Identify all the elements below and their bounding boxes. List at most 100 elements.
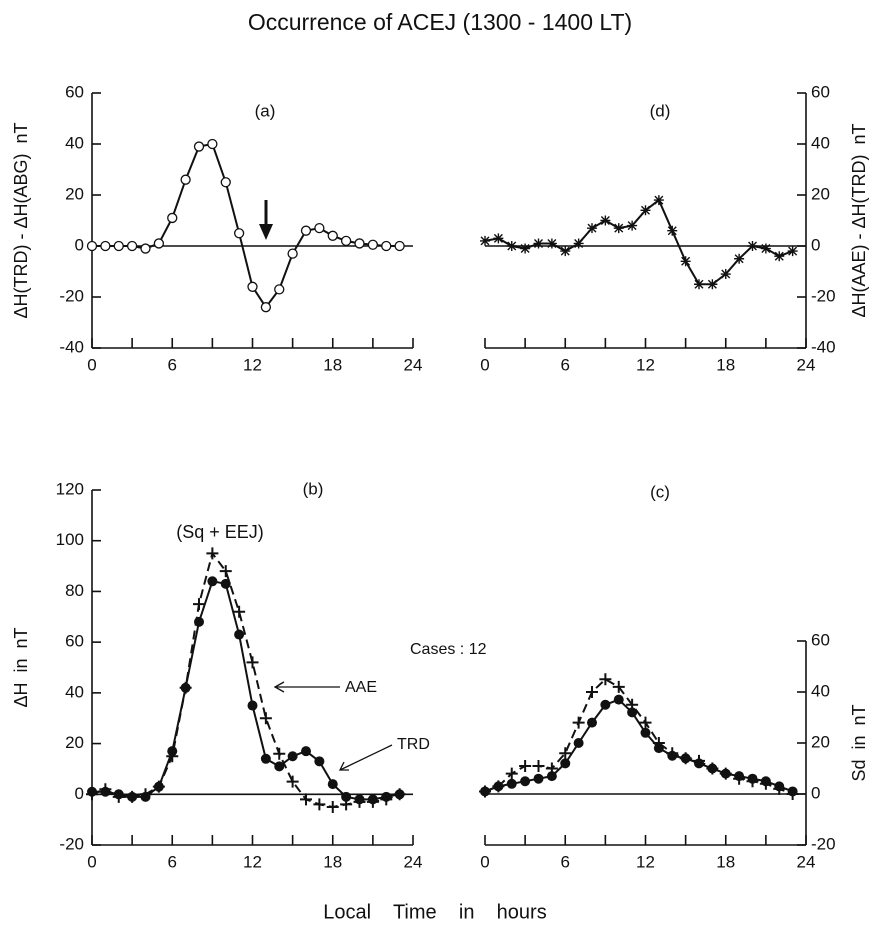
marker [532,759,545,772]
marker [653,743,664,754]
marker [287,248,298,259]
marker [326,800,339,813]
marker [774,251,785,262]
marker [314,756,325,767]
marker [86,240,98,252]
marker [113,240,124,252]
marker [720,269,731,280]
y-axis-label: ΔH(TRD) - ΔH(ABG) nT [11,122,31,318]
marker [180,174,191,185]
marker [519,759,532,772]
marker [774,781,785,792]
marker [613,223,624,234]
marker [694,279,704,290]
marker [640,727,651,738]
marker [787,246,798,257]
marker [233,605,246,618]
series-line [484,198,793,286]
y-tick-label: 80 [65,581,84,600]
x-tick-label: 24 [404,852,423,871]
y-tick-label: 0 [75,235,84,254]
x-axis-label: Local Time in hours [323,901,546,923]
series-line [92,142,400,309]
marker [367,794,378,805]
y-tick-label: -20 [59,834,84,853]
marker [381,240,392,252]
y-tick-label: 40 [811,681,830,700]
x-tick-label: 6 [561,355,570,374]
marker [694,758,704,769]
marker [573,738,584,748]
marker [720,768,731,779]
marker [559,747,572,760]
marker [260,302,272,313]
marker [220,578,231,589]
marker [87,786,97,797]
y-tick-label: 20 [65,733,84,752]
marker [274,761,285,772]
y-tick-label: 60 [65,82,84,101]
y-tick-label: -20 [811,286,836,305]
y-tick-label: 0 [75,784,84,803]
x-tick-label: 18 [323,355,342,374]
marker [533,773,544,784]
x-tick-label: 6 [561,852,570,871]
x-tick-label: 6 [168,355,177,374]
y-axis-label: ΔH(AAE) - ΔH(TRD) nT [849,123,869,317]
marker [546,238,557,249]
marker [286,775,299,788]
marker [327,779,338,790]
marker [113,789,124,800]
marker [493,233,504,244]
y-tick-label: 60 [811,630,830,649]
marker [560,758,571,769]
panel-label: (b) [303,479,324,498]
marker [153,238,165,249]
marker [520,776,531,787]
marker [493,781,504,792]
marker [747,773,758,784]
y-tick-label: 40 [65,133,84,152]
marker [546,771,557,782]
marker [707,279,718,290]
x-tick-label: 24 [404,355,423,374]
marker [680,256,691,267]
marker [734,253,745,264]
marker [381,791,392,802]
y-tick-label: 40 [65,682,84,701]
marker [260,753,271,764]
y-tick-label: 100 [56,530,84,549]
y-tick-label: -40 [59,337,84,356]
y-tick-label: 120 [56,479,84,498]
y-tick-label: -20 [59,286,84,305]
marker [234,629,245,640]
marker [680,753,691,764]
marker [560,246,571,257]
marker [572,716,585,729]
marker [127,791,138,802]
series-label: AAE [345,679,377,696]
marker [167,212,178,224]
marker [193,598,205,611]
y-tick-label: 0 [811,235,820,254]
marker [480,786,490,797]
marker [207,138,218,150]
x-tick-label: 0 [87,852,96,871]
marker [506,778,517,789]
marker [220,177,231,188]
marker [167,746,178,757]
y-tick-label: 20 [811,184,830,203]
marker [653,195,664,206]
marker [533,238,544,249]
marker [367,239,379,250]
marker [627,707,638,718]
marker [259,712,272,725]
y-tick-label: 60 [811,82,830,101]
x-tick-label: 12 [636,355,655,374]
y-axis-label: ΔH in nT [11,627,31,707]
marker [287,751,298,762]
marker [193,141,205,152]
marker [140,243,151,254]
x-tick-label: 0 [480,355,489,374]
marker [273,747,286,760]
